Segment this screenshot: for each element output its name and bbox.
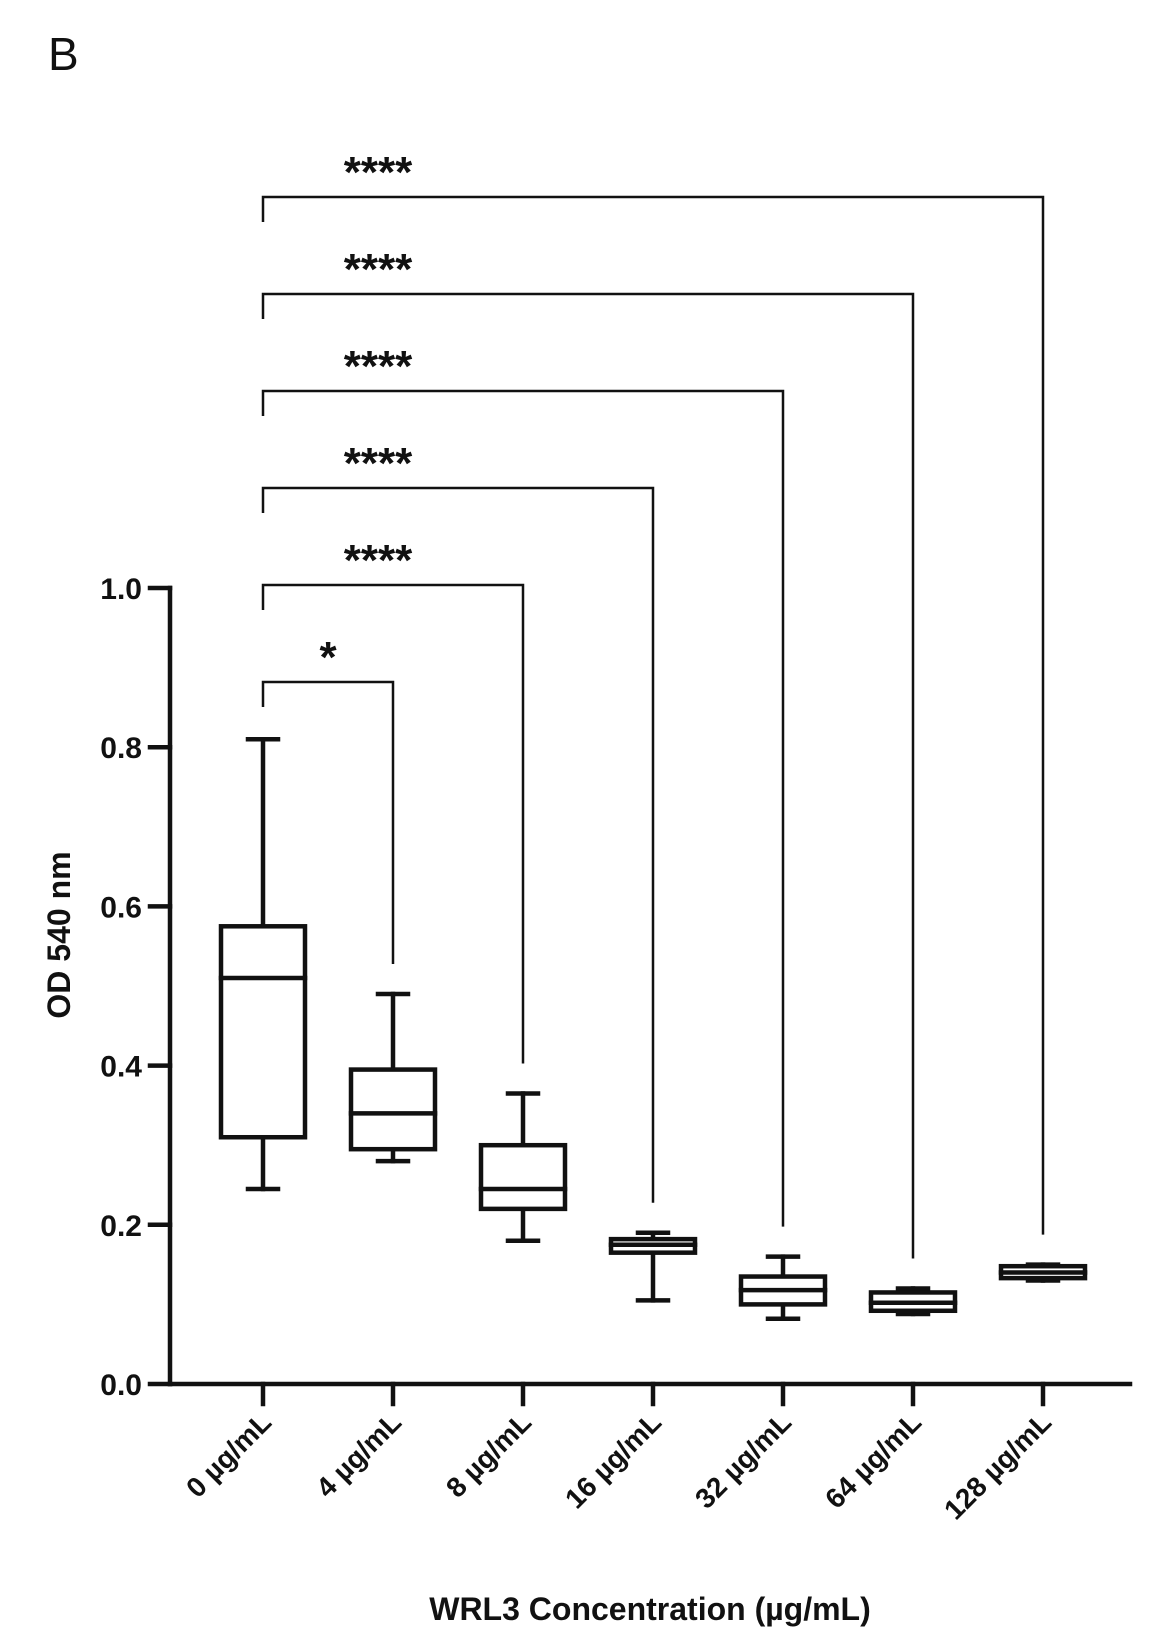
x-category-label: 32 µg/mL: [689, 1406, 797, 1514]
significance-bracket: [261, 292, 915, 1259]
significance-label: *: [319, 633, 337, 682]
y-tick-label: 0.4: [100, 1051, 142, 1084]
box-iqr: [478, 1142, 568, 1212]
x-category-label: 4 µg/mL: [310, 1406, 407, 1503]
x-category-label: 64 µg/mL: [819, 1406, 927, 1514]
significance-bracket: [261, 389, 785, 1227]
panel-letter: B: [48, 28, 79, 80]
x-axis-title: WRL3 Concentration (µg/mL): [429, 1591, 871, 1627]
x-category-label: 8 µg/mL: [440, 1406, 537, 1503]
significance-label: ****: [344, 536, 413, 585]
significance-label: ****: [344, 439, 413, 488]
x-category-label: 16 µg/mL: [559, 1406, 667, 1514]
significance-bracket: [261, 680, 395, 964]
significance-bracket: [261, 583, 525, 1064]
y-tick-label: 0.0: [100, 1369, 142, 1402]
x-category-label: 0 µg/mL: [180, 1406, 277, 1503]
x-category-label: 128 µg/mL: [938, 1406, 1057, 1525]
y-tick-label: 1.0: [100, 573, 142, 606]
significance-label: ****: [344, 148, 413, 197]
y-axis-title: OD 540 nm: [41, 851, 77, 1018]
y-tick-label: 0.6: [100, 891, 142, 924]
significance-label: ****: [344, 342, 413, 391]
box-iqr: [218, 924, 308, 1140]
significance-label: ****: [344, 245, 413, 294]
significance-bracket: [261, 486, 655, 1203]
y-tick-label: 0.2: [100, 1210, 142, 1243]
significance-bracket: [261, 195, 1045, 1235]
y-tick-label: 0.8: [100, 732, 142, 765]
box-iqr: [348, 1067, 438, 1152]
